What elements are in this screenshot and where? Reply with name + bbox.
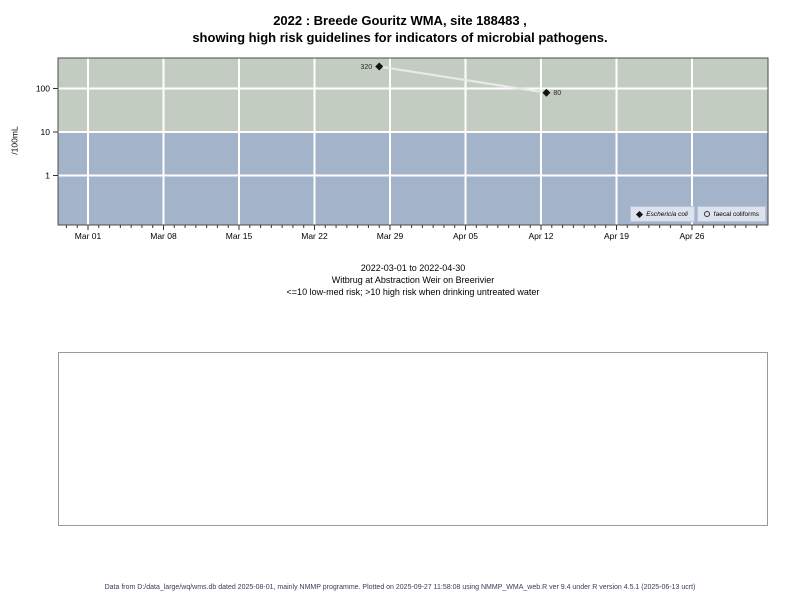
page-title-line-2: showing high risk guidelines for indicat… [192,30,608,45]
subtitle-date-range: 2022-03-01 to 2022-04-30 [360,263,466,273]
open-circle-icon [703,211,710,217]
panel-border [57,57,769,226]
filled-diamond-icon [636,210,644,218]
high-risk-band [58,58,768,132]
x-tick-label: Mar 22 [301,231,328,241]
empty-results-box [58,352,768,526]
subtitle-risk-note: <=10 low-med risk; >10 high risk when dr… [286,287,540,297]
plot-svg: 320 80 100 10 1 Mar 01 Mar 08 Mar 15 Mar 22 Mar 2… [36,57,769,241]
data-point-label: 320 [361,64,373,71]
x-tick-label: Apr 05 [453,231,478,241]
data-line [379,65,547,94]
x-tick-label: Apr 12 [528,231,553,241]
data-point-marker [542,88,551,97]
data-point-label: 80 [553,90,561,97]
legend-label-faecal-coliforms: faecal coliforms [713,210,759,218]
chart-subtitle: 2022-03-01 to 2022-04-30 Witbrug at Abst… [58,262,768,298]
data-point-marker [375,62,384,71]
legend-label-escherichia-coli: Eschericia coli [646,210,688,218]
x-tick-label: Mar 08 [150,231,177,241]
y-axis-label: /100mL [9,126,20,155]
y-tick-label: 1 [45,171,50,181]
x-tick-label: Mar 01 [75,231,102,241]
y-tick-label: 100 [36,84,50,94]
x-tick-label: Apr 26 [679,231,704,241]
legend: Eschericia coli faecal coliforms [630,206,766,222]
footer-text: Data from D:/data_large/wq/wms.db dated … [104,584,696,591]
subtitle-site-name: Witbrug at Abstraction Weir on Breerivie… [331,275,495,285]
legend-item-escherichia-coli: Eschericia coli [630,206,695,222]
legend-item-faecal-coliforms: faecal coliforms [696,206,766,222]
x-tick-label: Apr 19 [604,231,629,241]
page-title: 2022 : Breede Gouritz WMA, site 188483 ,… [0,12,800,46]
y-tick-label: 10 [41,127,51,137]
x-tick-label: Mar 29 [377,231,404,241]
x-tick-label: Mar 15 [226,231,253,241]
page-title-line-1: 2022 : Breede Gouritz WMA, site 188483 , [273,13,527,28]
